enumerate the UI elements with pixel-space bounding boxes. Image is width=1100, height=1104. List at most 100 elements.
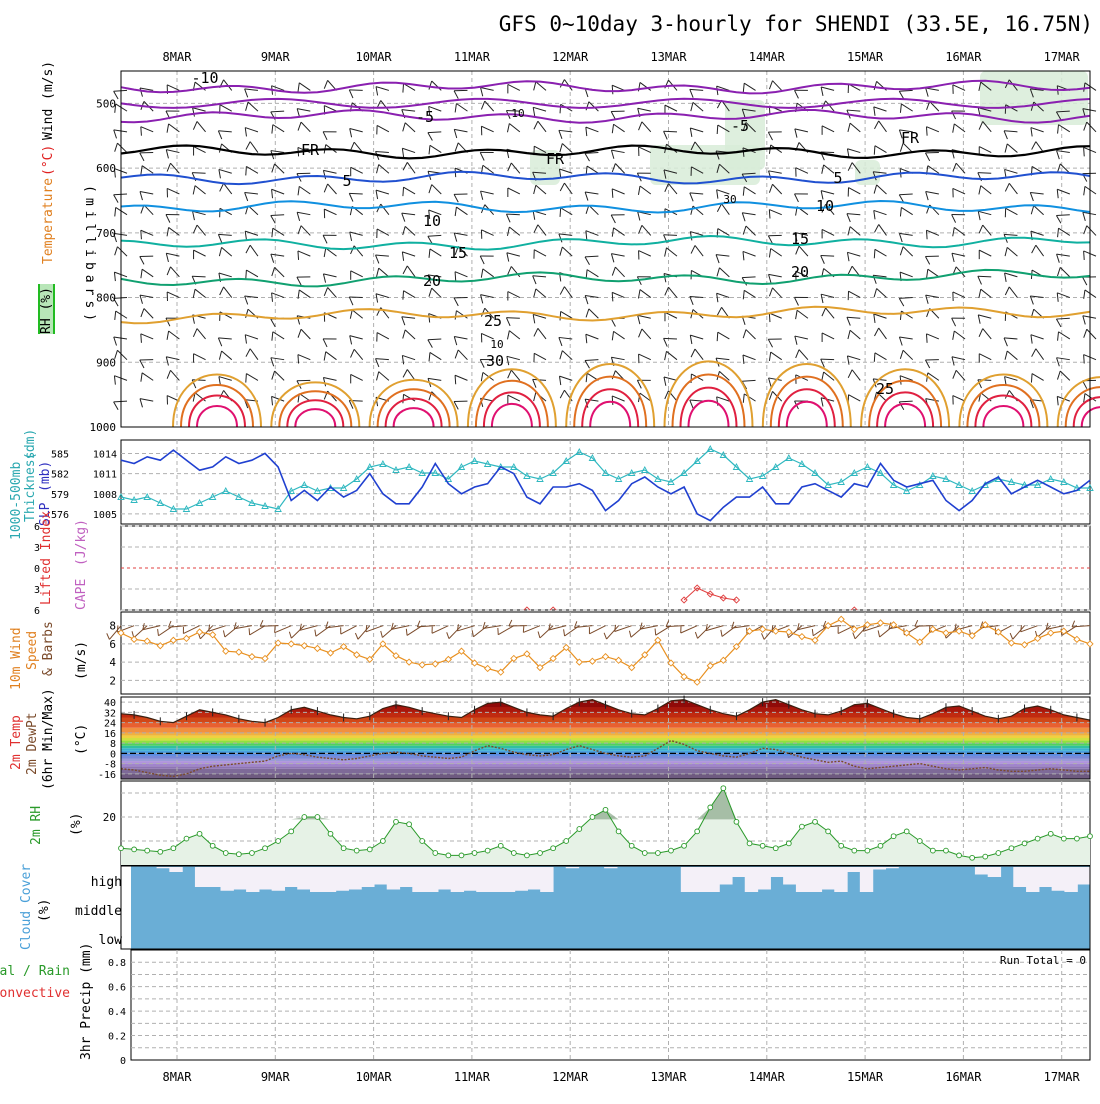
rh-point (944, 848, 949, 853)
date-label-bottom: 17MAR (1044, 1070, 1081, 1084)
contour-label: 15 (449, 244, 467, 262)
rh-point (695, 829, 700, 834)
cloud-gap (259, 867, 272, 890)
barb-flag (141, 230, 142, 239)
rh-point (1075, 836, 1080, 841)
rh-point (367, 847, 372, 852)
contour-label: 20 (423, 272, 441, 290)
temp-band (121, 769, 1090, 774)
cloud-gap (169, 867, 182, 872)
rh-point (669, 848, 674, 853)
contour-label: 10 (816, 197, 834, 215)
date-label-top: 13MAR (650, 50, 687, 64)
date-label-top: 11MAR (454, 50, 491, 64)
thickness-tick: 582 (51, 470, 69, 481)
temp-band (121, 738, 1090, 741)
rh-point (996, 851, 1001, 856)
thickness-tick: 585 (51, 449, 69, 460)
temp-tick: -16 (98, 770, 116, 781)
barb-flag (246, 166, 247, 175)
cloud-gap (694, 867, 707, 892)
rh-point (132, 847, 137, 852)
rh-point (158, 849, 163, 854)
cloud-level-label: low (99, 933, 123, 948)
slp-tick: 1011 (93, 470, 117, 481)
date-label-top: 12MAR (552, 50, 589, 64)
date-label-bottom: 12MAR (552, 1070, 589, 1084)
rh-point (250, 851, 255, 856)
contour-label: 10 (511, 107, 524, 120)
rh-point (184, 836, 189, 841)
cloud-gap (361, 867, 374, 887)
rh-point (263, 846, 268, 851)
contour-label: 5 (833, 169, 842, 187)
rh-point (970, 855, 975, 860)
cloud-gap (719, 867, 732, 885)
cloud-gap (847, 867, 860, 872)
barb-flag (560, 311, 561, 320)
precip-tick: 0.6 (108, 983, 126, 994)
rh-point (328, 831, 333, 836)
date-label-top: 15MAR (847, 50, 884, 64)
date-label-top: 14MAR (749, 50, 786, 64)
precip-tick: 0.8 (108, 958, 126, 969)
cloud-gap (438, 867, 451, 890)
date-label-bottom: 13MAR (650, 1070, 687, 1084)
barb-flag (1084, 251, 1085, 260)
rh-point (538, 851, 543, 856)
barb-flag (141, 127, 142, 136)
barb-flag (403, 84, 404, 93)
contour-label: 5 (342, 172, 351, 190)
wind10m-label: 10m Wind (9, 627, 24, 690)
precip-tick: 0.2 (108, 1032, 126, 1043)
cloud-gap (233, 867, 246, 890)
cloud-cover-fill (131, 866, 1091, 949)
temp-band (121, 723, 1090, 728)
wind10m-tick: 8 (109, 620, 116, 633)
precip-panel: 0.80.60.40.20 Run Total = 0 (108, 950, 1090, 1067)
pressure-tick: 600 (96, 162, 116, 175)
cloud-gap (873, 867, 886, 870)
cloud-gap (566, 867, 579, 868)
rh-point (800, 824, 805, 829)
rh-point (525, 853, 530, 858)
barb-flag (926, 230, 927, 239)
date-label-bottom: 9MAR (261, 1070, 291, 1084)
contour-label: 30 (486, 352, 504, 370)
pressure-tick: 700 (96, 227, 116, 240)
cloud-gap (758, 867, 771, 890)
rh-point (629, 843, 634, 848)
cloud-gap (604, 867, 617, 868)
convective-label: Convective (0, 986, 70, 1001)
cloud-gap (310, 867, 323, 892)
rh-point (276, 839, 281, 844)
cloud-gap (323, 867, 336, 892)
temp-band (121, 756, 1090, 759)
rh-point (210, 843, 215, 848)
rh-point (682, 843, 687, 848)
contour-label: 10 (490, 338, 503, 351)
cloud-gap (297, 867, 310, 890)
wind10m-tick: 6 (109, 638, 116, 651)
cloud-gap (336, 867, 349, 891)
rh-point (930, 848, 935, 853)
rh-point (852, 848, 857, 853)
cape-label: CAPE (74, 579, 89, 610)
cloud-gap (374, 867, 387, 885)
rh-tick: 20 (103, 811, 116, 824)
thickness-label-2: Thickness (23, 452, 38, 522)
cloud-gap (1064, 867, 1077, 892)
run-total-annotation: Run Total = 0 (1000, 954, 1086, 967)
date-label-top: 8MAR (163, 50, 193, 64)
barb-flag (612, 85, 613, 94)
temp-band (121, 746, 1090, 749)
barb-flag (874, 353, 875, 362)
barb-flag (926, 127, 927, 136)
rh-point (511, 851, 516, 856)
pressure-tick: 500 (96, 97, 116, 110)
cloud-gap (476, 867, 489, 892)
temp-band (121, 735, 1090, 738)
rh-point (839, 843, 844, 848)
